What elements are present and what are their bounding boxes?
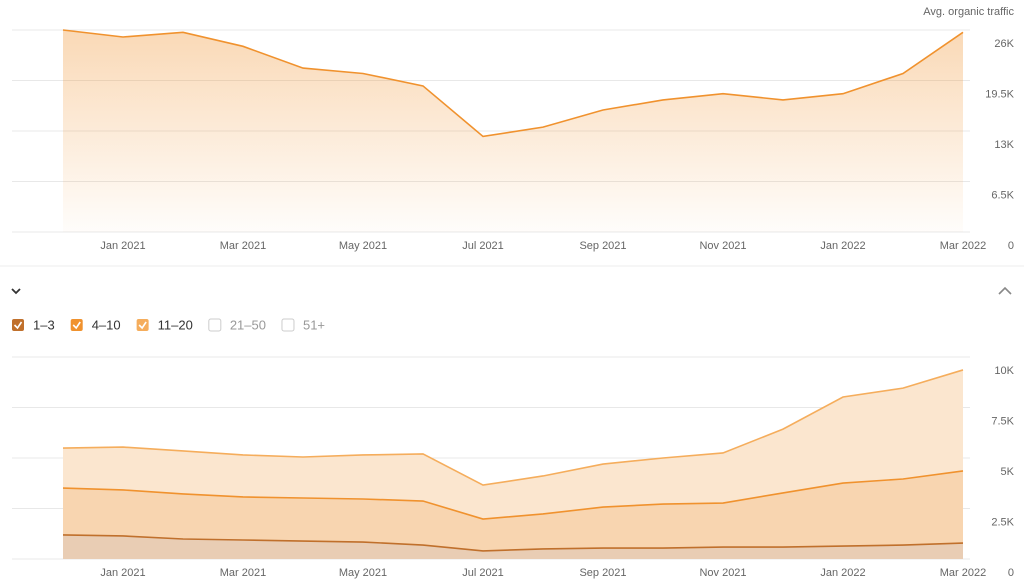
legend-label: 21–50	[230, 317, 266, 332]
area-fill	[63, 369, 963, 520]
y-tick-label: 7.5K	[991, 415, 1014, 427]
legend-checkbox[interactable]	[12, 319, 24, 331]
series-line	[62, 29, 964, 138]
legend-checkbox[interactable]	[281, 318, 295, 332]
y-axis-title: Avg. organic traffic	[923, 6, 1014, 18]
x-tick-label: May 2021	[339, 240, 387, 252]
y-tick-label: 6.5K	[991, 189, 1014, 201]
legend-label: 4–10	[92, 317, 121, 332]
y-tick-label: 13K	[994, 139, 1014, 151]
series-line	[62, 534, 964, 552]
series-line	[62, 470, 964, 520]
x-tick-label: Jan 2021	[100, 240, 145, 252]
legend-check	[138, 321, 147, 330]
x-tick-label: May 2021	[339, 567, 387, 579]
y-tick-label: 26K	[994, 38, 1014, 50]
x-tick-label: Jan 2022	[820, 240, 865, 252]
y-tick-label: 5K	[1001, 466, 1015, 478]
legend-checkbox[interactable]	[70, 319, 83, 331]
legend-label: 1–3	[33, 317, 55, 332]
y-tick-label: 10K	[994, 365, 1014, 377]
x-tick-label: Nov 2021	[699, 567, 746, 579]
x-tick-label: Jul 2021	[462, 240, 504, 252]
legend-checkbox[interactable]	[136, 319, 149, 331]
y-tick-label: 0	[1008, 240, 1014, 252]
legend-label: 51+	[303, 317, 325, 332]
x-tick-label: Jul 2021	[462, 567, 504, 579]
x-tick-label: Mar 2022	[940, 240, 986, 252]
x-tick-label: Nov 2021	[699, 240, 746, 252]
y-tick-label: 19.5K	[985, 88, 1014, 100]
area-fill	[63, 30, 963, 232]
legend-checkbox[interactable]	[208, 318, 222, 332]
legend-label: 11–20	[158, 317, 193, 332]
x-tick-label: Mar 2022	[940, 567, 986, 579]
legend-check	[13, 321, 23, 330]
x-tick-label: Mar 2021	[220, 567, 266, 579]
x-tick-label: Jan 2022	[820, 567, 865, 579]
x-tick-label: Jan 2021	[100, 567, 145, 579]
x-tick-label: Sep 2021	[579, 567, 626, 579]
legend-check	[72, 321, 81, 330]
area-fill	[63, 470, 963, 551]
x-tick-label: Sep 2021	[579, 240, 626, 252]
expand-icon[interactable]	[998, 286, 1012, 295]
y-tick-label: 0	[1008, 567, 1014, 579]
series-line	[62, 369, 964, 486]
collapse-icon[interactable]	[11, 288, 21, 295]
x-tick-label: Mar 2021	[220, 240, 266, 252]
y-tick-label: 2.5K	[991, 516, 1014, 528]
